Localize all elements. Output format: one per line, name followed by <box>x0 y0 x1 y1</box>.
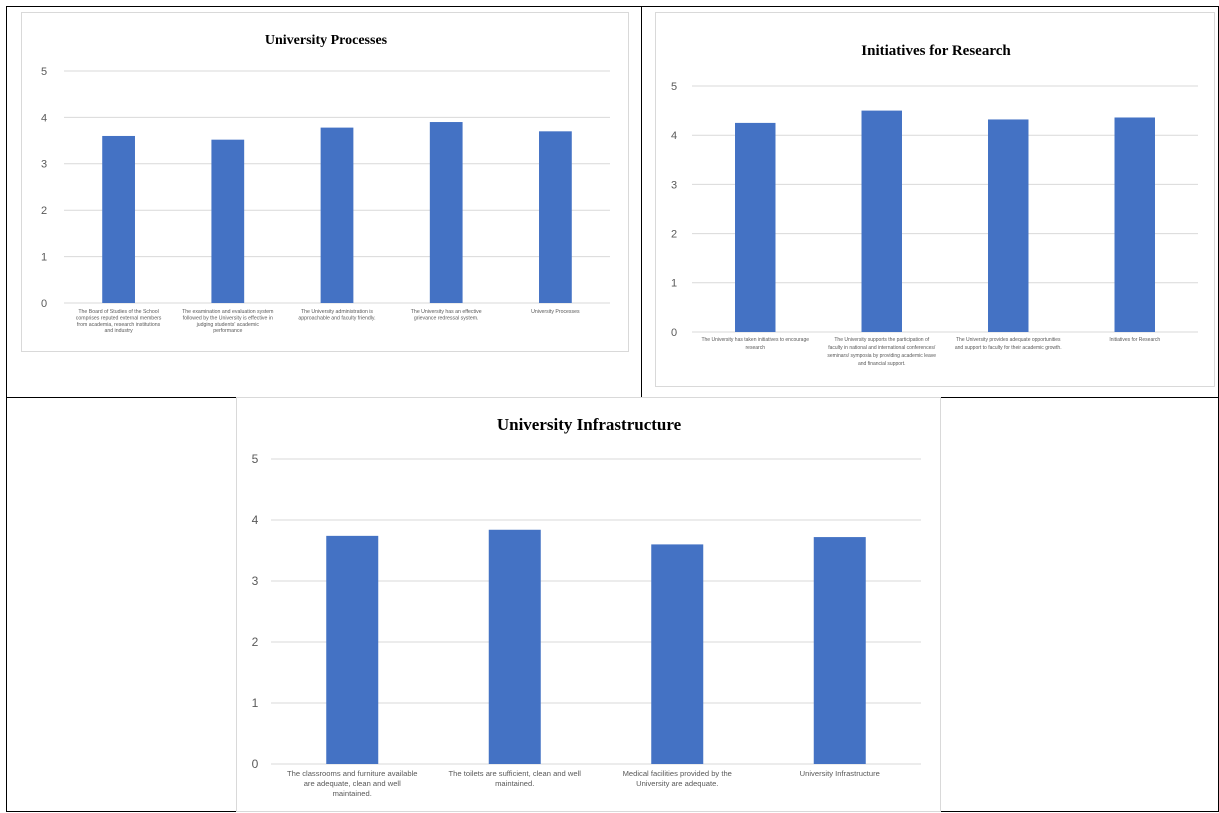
y-tick-label: 0 <box>252 757 259 771</box>
x-category-label-line: Initiatives for Research <box>1109 337 1160 343</box>
x-category-label-line: University Infrastructure <box>800 769 880 778</box>
x-category-label-line: University Processes <box>531 309 580 315</box>
y-tick-label: 1 <box>671 278 677 290</box>
chart-university-infrastructure: University Infrastructure 0 1 2 3 4 5 The clas… <box>252 415 921 798</box>
y-tick-label: 0 <box>41 298 47 310</box>
x-category-label-line: grievance redressal system. <box>414 315 479 321</box>
x-category-label: The University administration is approach… <box>298 309 375 321</box>
x-category-label: The toilets are sufficient, clean and we… <box>449 769 582 788</box>
y-tick-label: 4 <box>252 513 259 527</box>
x-category-label: University Processes <box>531 309 580 315</box>
bar <box>102 135 135 303</box>
bar <box>651 544 704 764</box>
x-category-label-line: and support to faculty for their academi… <box>955 345 1062 351</box>
x-category-label-line: judging students' academic <box>196 322 260 328</box>
y-tick-label: 0 <box>671 327 677 339</box>
y-tick-label: 2 <box>41 205 47 217</box>
chart-title: Initiatives for Research <box>861 43 1011 59</box>
chart-title: University Processes <box>265 33 388 48</box>
x-category-label: Medical facilities provided by the Univer… <box>623 769 732 788</box>
y-tick-label: 2 <box>671 228 677 240</box>
x-category-label: University Infrastructure <box>800 769 880 778</box>
bar <box>320 127 354 303</box>
y-tick-label: 4 <box>41 112 47 124</box>
chart-initiatives-for-research: Initiatives for Research 0 1 2 3 4 5 The Unive… <box>671 43 1198 367</box>
y-tick-label: 5 <box>252 452 259 466</box>
x-category-label-line: maintained. <box>495 779 534 788</box>
bar <box>326 535 379 764</box>
x-category-label: The University has an effective grievance… <box>411 309 482 321</box>
x-category-label-line: Medical facilities provided by the <box>623 769 732 778</box>
x-category-label-line: maintained. <box>333 789 372 798</box>
x-category-label-line: The University supports the participatio… <box>834 337 929 343</box>
bar <box>1114 117 1155 332</box>
x-category-label-line: The toilets are sufficient, clean and we… <box>449 769 582 778</box>
x-category-label-line: comprises reputed external members <box>76 315 162 321</box>
y-tick-label: 1 <box>41 251 47 263</box>
bar <box>861 110 902 332</box>
y-tick-label: 2 <box>252 635 259 649</box>
chart-panel-university-infrastructure: University Infrastructure 0 1 2 3 4 5 The clas… <box>236 397 941 812</box>
chart-panel-university-processes: University Processes 0 1 2 3 4 5 The Board of … <box>21 12 629 352</box>
x-category-label: The examination and evaluation system fol… <box>182 309 273 334</box>
x-category-label-line: faculty in national and international co… <box>828 345 936 351</box>
x-category-label-line: The examination and evaluation system <box>182 309 273 315</box>
bar <box>211 139 245 303</box>
y-tick-label: 4 <box>671 130 677 142</box>
chart-university-processes: University Processes 0 1 2 3 4 5 The Board of … <box>41 33 610 334</box>
bar <box>735 122 776 333</box>
x-category-label-line: seminars/ symposia by providing academic… <box>827 353 936 359</box>
x-category-label-line: research <box>746 345 766 351</box>
x-category-label: Initiatives for Research <box>1109 337 1160 343</box>
x-category-label-line: The University has an effective <box>411 309 482 315</box>
x-category-label: The classrooms and furniture available ar… <box>287 769 417 798</box>
bar <box>488 529 541 764</box>
x-category-label-line: are adequate, clean and well <box>304 779 401 788</box>
y-tick-label: 5 <box>41 66 47 78</box>
x-category-label-line: The classrooms and furniture available <box>287 769 417 778</box>
x-category-label-line: performance <box>213 328 242 334</box>
y-tick-label: 3 <box>671 179 677 191</box>
bar <box>539 131 572 303</box>
x-category-label-line: approachable and faculty friendly. <box>298 315 375 321</box>
y-tick-label: 3 <box>252 574 259 588</box>
chart-panel-initiatives-for-research: Initiatives for Research 0 1 2 3 4 5 The Unive… <box>655 12 1215 387</box>
x-category-label-line: The University administration is <box>301 309 373 315</box>
x-category-label-line: and financial support. <box>858 361 906 367</box>
x-category-label-line: from academia, research institutions <box>77 322 161 328</box>
bar <box>813 537 866 764</box>
bar <box>988 119 1029 333</box>
y-tick-label: 5 <box>671 81 677 93</box>
y-tick-label: 3 <box>41 159 47 171</box>
x-category-label-line: followed by the University is effective … <box>183 315 273 321</box>
x-category-label-line: University are adequate. <box>636 779 718 788</box>
x-category-label-line: and industry <box>104 328 133 334</box>
x-category-label-line: The University provides adequate opportu… <box>956 337 1061 343</box>
bar <box>429 122 463 303</box>
chart-title: University Infrastructure <box>497 415 682 434</box>
y-tick-label: 1 <box>252 696 259 710</box>
x-category-label-line: The Board of Studies of the School <box>78 309 158 315</box>
x-category-label: The University supports the participatio… <box>827 337 936 367</box>
x-category-label: The University has taken initiatives to … <box>701 337 809 351</box>
x-category-label: The University provides adequate opportu… <box>955 337 1062 351</box>
x-category-label-line: The University has taken initiatives to … <box>701 337 809 343</box>
x-category-label: The Board of Studies of the School compri… <box>76 309 162 334</box>
